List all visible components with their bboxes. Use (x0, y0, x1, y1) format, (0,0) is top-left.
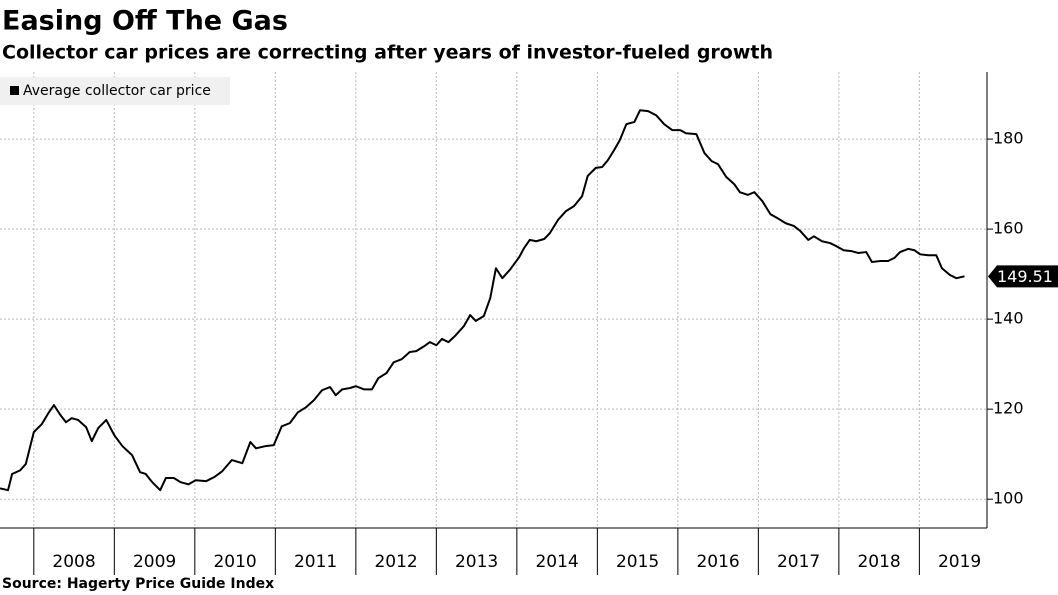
x-tick-label: 2018 (857, 552, 900, 572)
y-tick-label: 160 (993, 219, 1024, 238)
x-tick-label: 2009 (133, 552, 176, 572)
legend-label: Average collector car price (23, 83, 211, 99)
chart-title: Easing Off The Gas (2, 6, 288, 37)
y-tick-label: 100 (993, 489, 1024, 508)
y-tick-label: 140 (993, 309, 1024, 328)
x-tick-label: 2017 (777, 552, 820, 572)
legend-box (0, 77, 230, 105)
legend-swatch (10, 86, 19, 95)
x-tick-label: 2012 (374, 552, 417, 572)
x-tick-label: 2014 (535, 552, 578, 572)
x-tick-label: 2010 (213, 552, 256, 572)
chart-subtitle: Collector car prices are correcting afte… (2, 42, 773, 64)
value-label: 149.51 (997, 267, 1053, 286)
x-tick-label: 2015 (616, 552, 659, 572)
y-tick-label: 180 (993, 129, 1024, 148)
x-tick-label: 2011 (294, 552, 337, 572)
data-line (0, 109, 965, 492)
x-tick-label: 2008 (52, 552, 95, 572)
x-tick-label: 2019 (938, 552, 981, 572)
y-tick-label: 120 (993, 399, 1024, 418)
source-note: Source: Hagerty Price Guide Index (2, 576, 274, 592)
x-tick-label: 2013 (455, 552, 498, 572)
x-tick-label: 2016 (696, 552, 739, 572)
value-flag (988, 265, 1058, 288)
